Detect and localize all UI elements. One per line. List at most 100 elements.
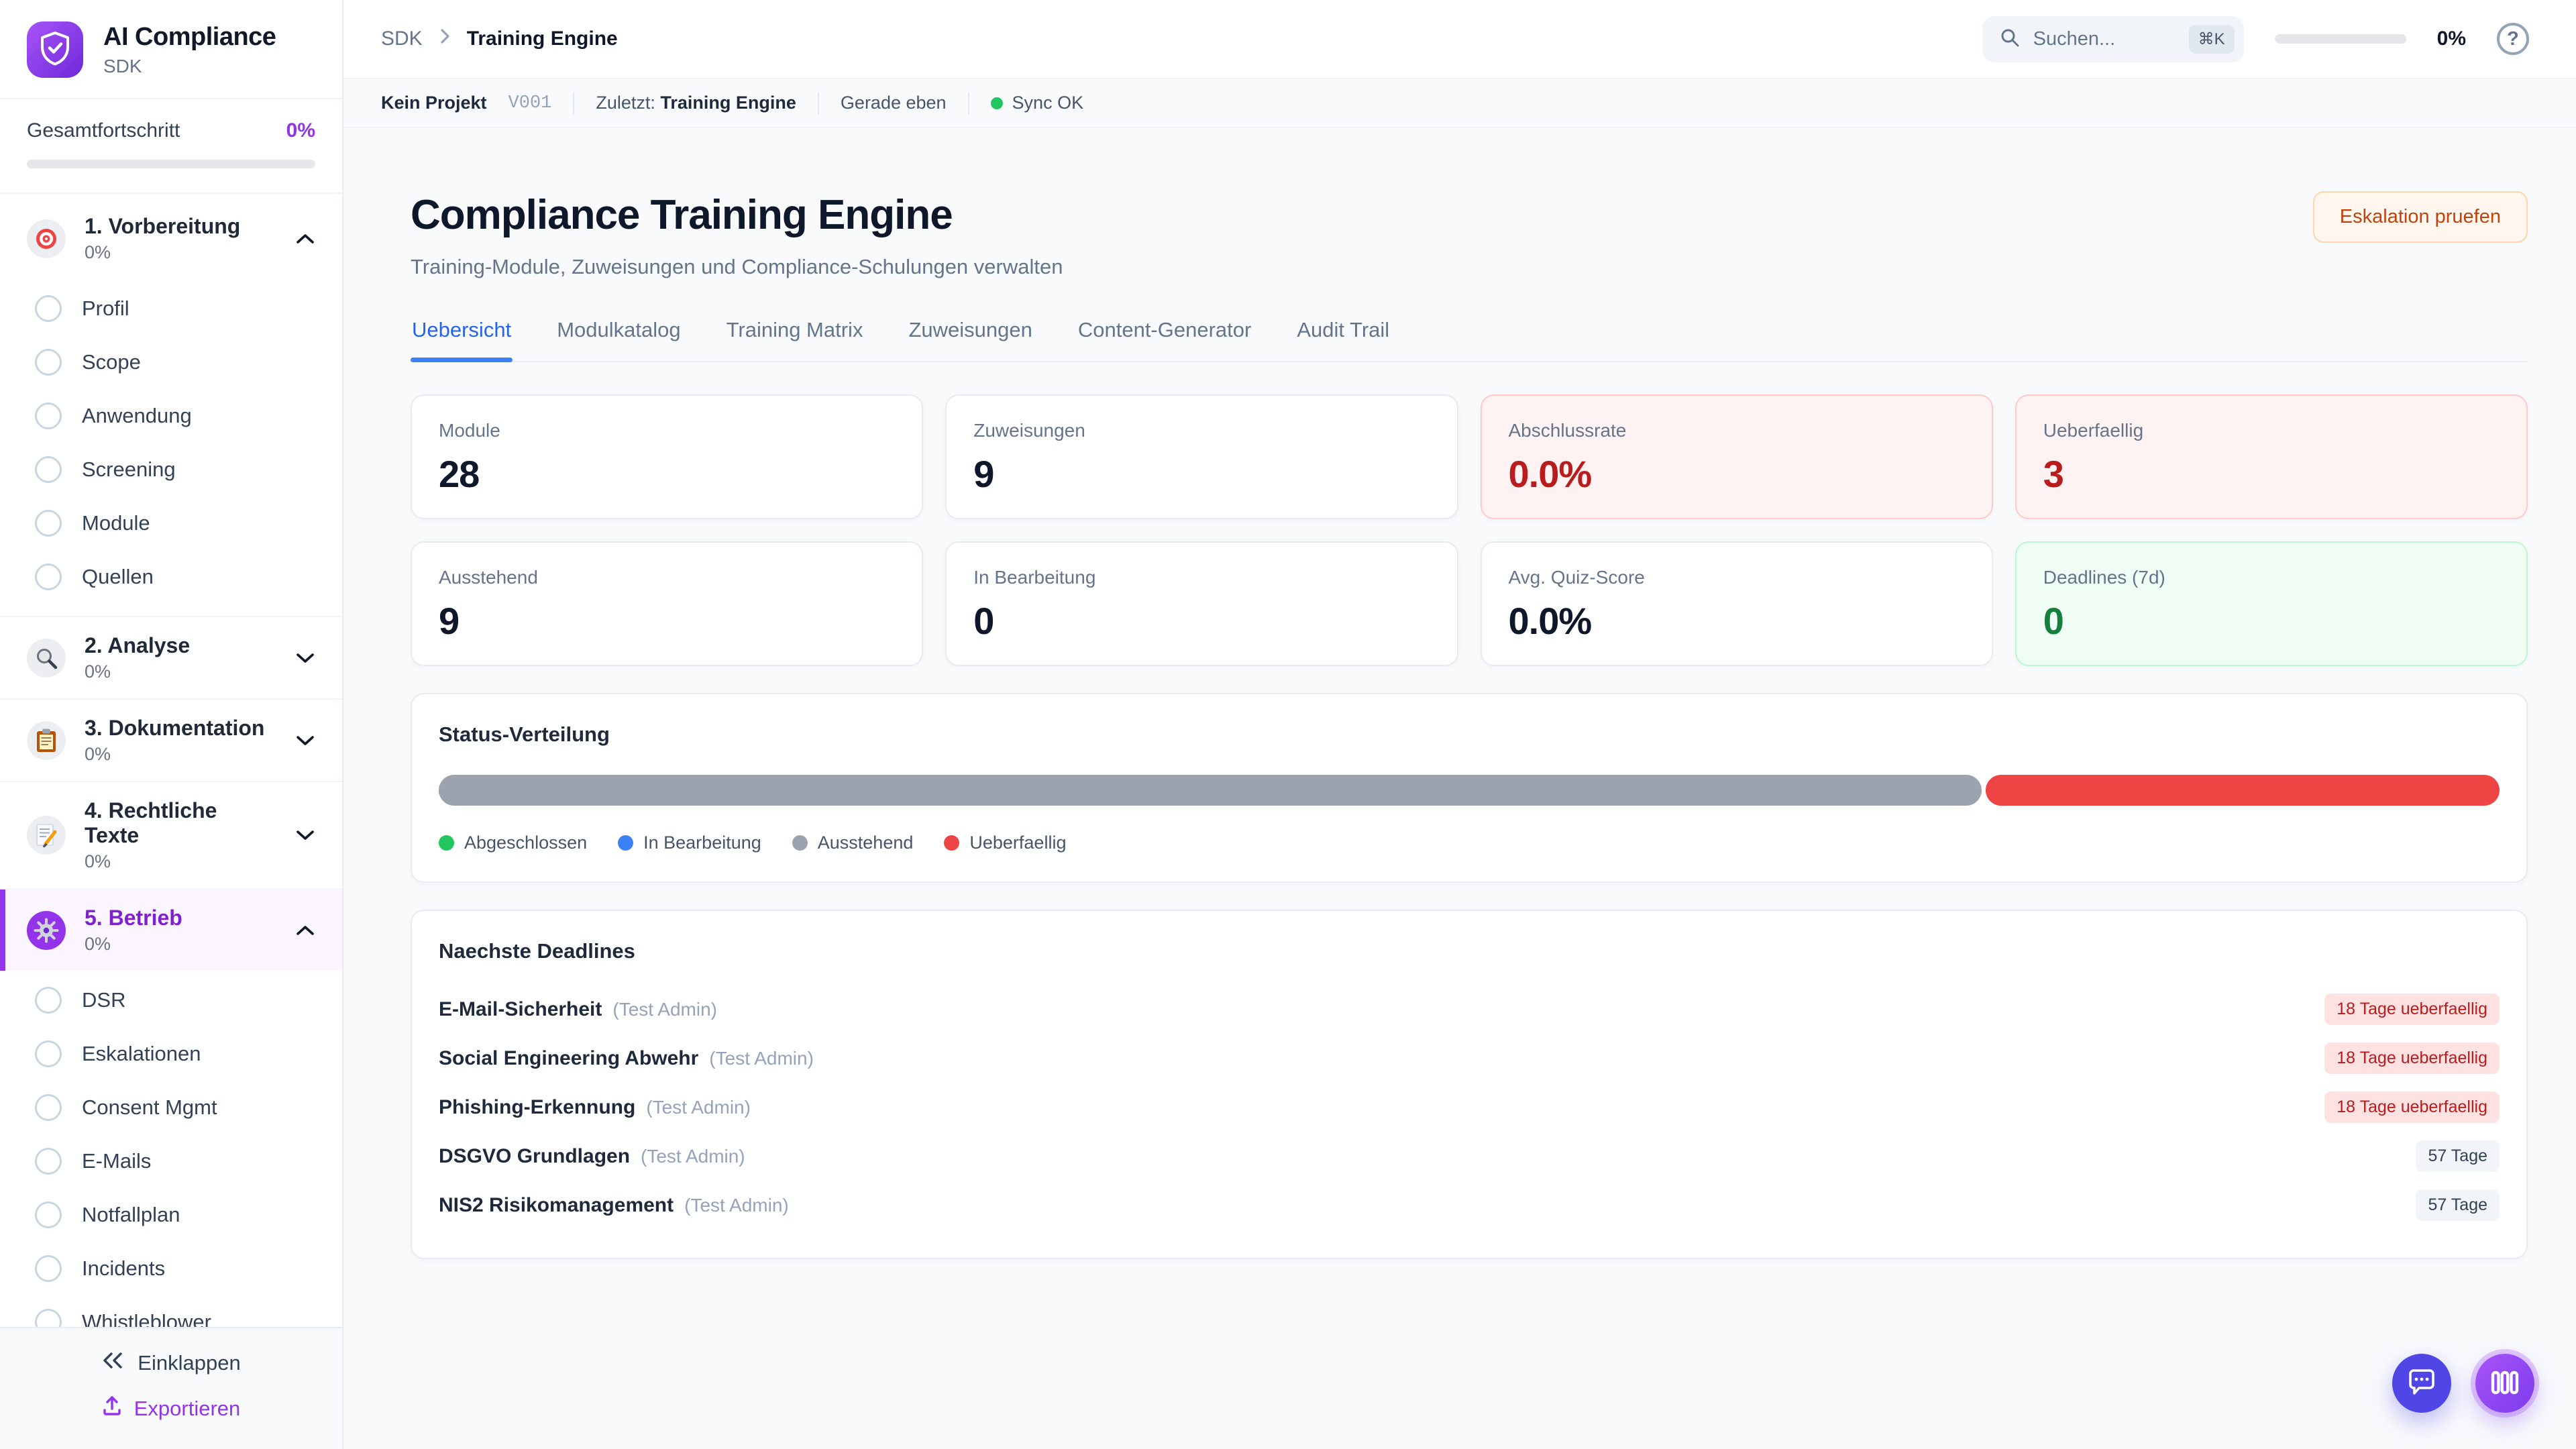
- sidebar-item-consent-mgmt[interactable]: Consent Mgmt: [0, 1081, 342, 1134]
- section-percent: 0%: [85, 661, 111, 682]
- tab-audit-trail[interactable]: Audit Trail: [1295, 318, 1391, 361]
- topbar: SDK Training Engine ⌘K 0% ?: [343, 0, 2576, 79]
- double-chevron-left-icon: [101, 1351, 124, 1375]
- deadline-module-name: Social Engineering Abwehr: [439, 1046, 699, 1069]
- tab-modulkatalog[interactable]: Modulkatalog: [555, 318, 682, 361]
- app-logo-row: AI Compliance SDK: [0, 0, 342, 99]
- status-circle-icon: [35, 349, 62, 376]
- collapse-sidebar-button[interactable]: Einklappen: [101, 1351, 241, 1375]
- project-name: Kein Projekt: [381, 93, 487, 113]
- sync-status-label: Sync OK: [1012, 93, 1084, 113]
- sidebar-item-label: Notfallplan: [82, 1203, 180, 1226]
- sidebar-item-label: Screening: [82, 458, 176, 481]
- divider: [573, 91, 575, 115]
- sidebar-item-label: Whistleblower: [82, 1310, 211, 1327]
- deadline-badge: 18 Tage ueberfaellig: [2324, 994, 2500, 1025]
- bar-segment-ueberfaellig: [1985, 775, 2500, 806]
- section-percent: 0%: [85, 851, 111, 871]
- search-input[interactable]: [2033, 28, 2176, 50]
- sidebar-section-4-rechtliche-texte: 4. Rechtliche Texte 0%: [0, 781, 342, 888]
- legend-dot-icon: [792, 835, 808, 851]
- section-label: 4. Rechtliche Texte: [85, 798, 217, 847]
- collapse-label: Einklappen: [138, 1351, 241, 1375]
- app-logo: [27, 21, 83, 78]
- sidebar-item-notfallplan[interactable]: Notfallplan: [0, 1188, 342, 1242]
- sidebar-item-e-mails[interactable]: E-Mails: [0, 1134, 342, 1188]
- status-circle-icon: [35, 402, 62, 429]
- sidebar-item-eskalationen[interactable]: Eskalationen: [0, 1027, 342, 1081]
- sidebar-item-label: Profil: [82, 297, 129, 320]
- section-percent: 0%: [85, 744, 111, 764]
- check-escalation-button[interactable]: Eskalation pruefen: [2312, 191, 2528, 243]
- sidebar-item-anwendung[interactable]: Anwendung: [0, 389, 342, 443]
- stat-label: In Bearbeitung: [973, 567, 1096, 588]
- panel-fab-button[interactable]: [2475, 1354, 2534, 1413]
- deadline-module-name: E-Mail-Sicherheit: [439, 998, 602, 1020]
- tab-bar: Uebersicht Modulkatalog Training Matrix Zuw…: [411, 318, 2528, 362]
- sidebar-item-quellen[interactable]: Quellen: [0, 550, 342, 604]
- breadcrumb-root[interactable]: SDK: [381, 28, 423, 50]
- stat-cards: Module 28 Zuweisungen 9 Abschlussrate 0.0% Ueb…: [411, 394, 2528, 666]
- main-column: SDK Training Engine ⌘K 0% ?: [343, 0, 2576, 1449]
- sidebar-section-header-2-analyse[interactable]: 2. Analyse 0%: [0, 617, 342, 698]
- legend-label: Ueberfaellig: [969, 833, 1067, 853]
- status-circle-icon: [35, 456, 62, 483]
- search-box[interactable]: ⌘K: [1982, 15, 2244, 62]
- chevron-up-icon: [295, 233, 315, 245]
- stat-label: Ueberfaellig: [2043, 420, 2144, 441]
- deadline-row-dsgvo-grundlagen: DSGVO Grundlagen (Test Admin) 57 Tage: [439, 1132, 2500, 1181]
- sidebar-item-screening[interactable]: Screening: [0, 443, 342, 496]
- sidebar-item-incidents[interactable]: Incidents: [0, 1242, 342, 1295]
- sidebar-item-dsr[interactable]: DSR: [0, 973, 342, 1027]
- sidebar-section-header-1-vorbereitung[interactable]: 1. Vorbereitung 0%: [0, 198, 342, 279]
- sidebar-section-3-dokumentation: 3. Dokumentation 0%: [0, 698, 342, 781]
- stat-value: 3: [2043, 453, 2064, 495]
- tab-zuweisungen[interactable]: Zuweisungen: [907, 318, 1033, 361]
- magnifier-icon: [27, 638, 66, 678]
- sidebar-section-items: DSR Eskalationen Consent Mgmt E-Mails Notfal…: [0, 971, 342, 1327]
- sidebar-item-label: Anwendung: [82, 404, 192, 427]
- sidebar-item-scope[interactable]: Scope: [0, 335, 342, 389]
- status-distribution-card: Status-Verteilung Abgeschlossen In Bearbe…: [411, 693, 2528, 883]
- sidebar-section-header-3-dokumentation[interactable]: 3. Dokumentation 0%: [0, 700, 342, 781]
- legend-item-ausstehend: Ausstehend: [792, 833, 914, 853]
- chevron-down-icon: [295, 829, 315, 841]
- export-button[interactable]: Exportieren: [102, 1395, 240, 1422]
- stat-label: Avg. Quiz-Score: [1508, 567, 1645, 588]
- sidebar-section-header-4-rechtliche-texte[interactable]: 4. Rechtliche Texte 0%: [0, 782, 342, 888]
- stat-card-abschlussrate: Abschlussrate 0.0%: [1480, 394, 1993, 519]
- deadline-row-social-engineering-abwehr: Social Engineering Abwehr (Test Admin) 18 …: [439, 1034, 2500, 1083]
- stat-value: 9: [973, 453, 994, 495]
- legend-label: Ausstehend: [817, 833, 914, 853]
- section-label: 1. Vorbereitung: [85, 214, 241, 238]
- page-content: Compliance Training Engine Training-Modu…: [343, 128, 2576, 1449]
- sidebar-item-profil[interactable]: Profil: [0, 282, 342, 335]
- sidebar-item-whistleblower[interactable]: Whistleblower: [0, 1295, 342, 1327]
- help-icon[interactable]: ?: [2497, 23, 2529, 55]
- chevron-down-icon: [295, 652, 315, 664]
- stat-value: 9: [439, 600, 460, 642]
- stat-label: Deadlines (7d): [2043, 567, 2165, 588]
- tab-training-matrix[interactable]: Training Matrix: [725, 318, 865, 361]
- section-label: 3. Dokumentation: [85, 716, 265, 740]
- sidebar-item-module[interactable]: Module: [0, 496, 342, 550]
- status-circle-icon: [35, 987, 62, 1014]
- section-label: 5. Betrieb: [85, 906, 182, 930]
- stat-card-deadlines-7d: Deadlines (7d) 0: [2015, 541, 2528, 666]
- sidebar-section-header-5-betrieb[interactable]: 5. Betrieb 0%: [0, 890, 342, 971]
- sidebar-nav: 1. Vorbereitung 0% Profil Scope Anwendung Scr…: [0, 194, 342, 1327]
- topbar-progress-bar: [2274, 34, 2406, 44]
- tab-content-generator[interactable]: Content-Generator: [1077, 318, 1252, 361]
- legend-item-in-bearbeitung: In Bearbeitung: [618, 833, 761, 853]
- stat-value: 0.0%: [1508, 600, 1593, 642]
- tab-uebersicht[interactable]: Uebersicht: [411, 318, 513, 362]
- stat-label: Abschlussrate: [1508, 420, 1627, 441]
- deadline-row-phishing-erkennung: Phishing-Erkennung (Test Admin) 18 Tage ue…: [439, 1083, 2500, 1132]
- status-circle-icon: [35, 1040, 62, 1067]
- shield-check-icon: [39, 31, 71, 69]
- stat-card-in-bearbeitung: In Bearbeitung 0: [945, 541, 1458, 666]
- columns-icon: [2491, 1371, 2519, 1397]
- chat-fab-button[interactable]: [2392, 1354, 2451, 1413]
- status-circle-icon: [35, 1148, 62, 1175]
